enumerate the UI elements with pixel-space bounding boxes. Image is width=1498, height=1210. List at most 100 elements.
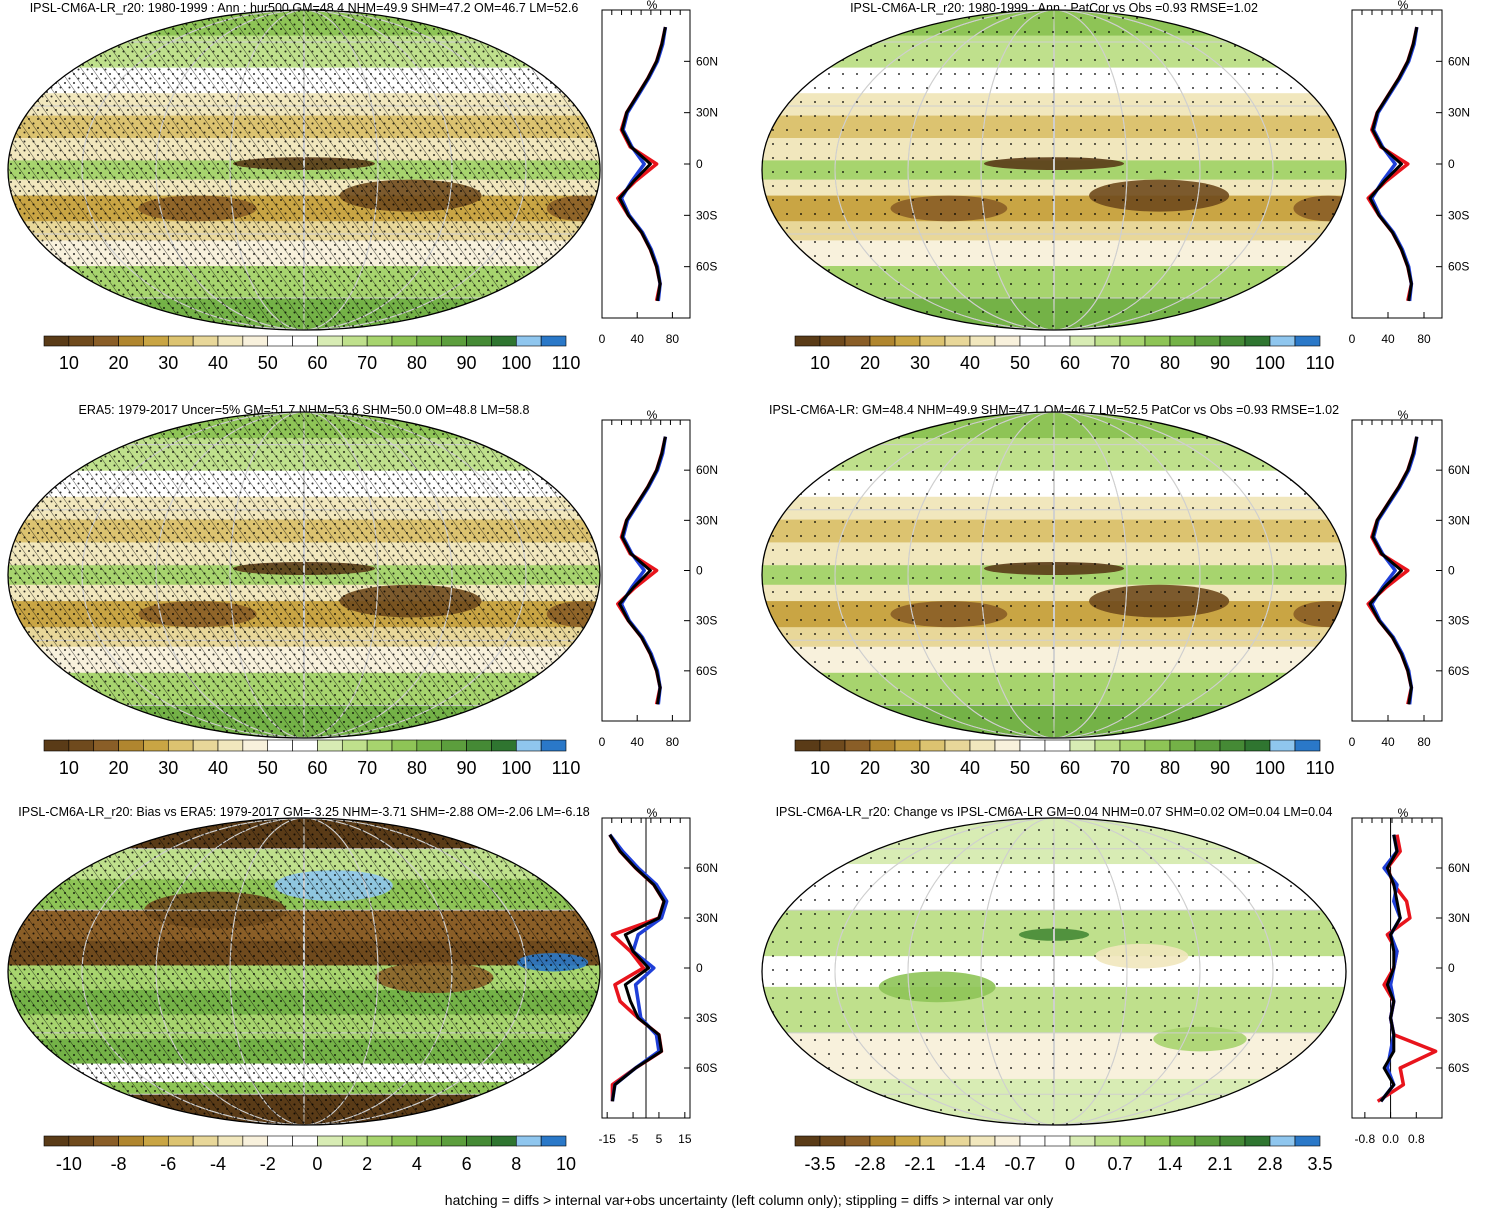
map-outline [7, 9, 601, 331]
colorbar-box [894, 335, 921, 347]
colorbar-box [143, 739, 169, 752]
colorbar-box [391, 1135, 418, 1147]
colorbar-box [1069, 1135, 1096, 1147]
profile-lat-label: 60S [696, 260, 717, 274]
profile-line-model [1366, 26, 1419, 302]
colorbar-label: 30 [910, 758, 930, 778]
profile-line-mean [1379, 834, 1402, 1103]
colorbar: 10 20 30 40 50 60 70 80 90 100 110 [43, 335, 580, 373]
stippling [8, 10, 600, 330]
profile-line-obs [1370, 436, 1419, 705]
colorbar-box [994, 1135, 1021, 1147]
colorbar-label: 60 [1060, 353, 1080, 373]
map [8, 412, 600, 738]
profile-lat-label: 30S [696, 1011, 717, 1025]
profile-x-tick-label: 80 [1417, 332, 1431, 346]
colorbar-label: 40 [208, 758, 228, 778]
profile-x-tick-label: 80 [666, 735, 680, 749]
profile-lat-label: 60S [1448, 664, 1469, 678]
colorbar-box [242, 335, 269, 347]
profile-lat-label: 60N [1448, 463, 1470, 477]
colorbar-box [844, 739, 871, 752]
profile-unit: % [1398, 0, 1409, 12]
colorbar-box [466, 739, 492, 752]
zonal-mean-profile: % -0.8 0.0 0.8 60N 30N 0 30S 60S [1351, 806, 1470, 1146]
colorbar-box [1244, 335, 1271, 347]
colorbar-box [391, 739, 418, 752]
profile-unit: % [1398, 806, 1409, 820]
colorbar-box [292, 739, 318, 752]
colorbar-label: 100 [501, 758, 531, 778]
panel-bias: IPSL-CM6A-LR_r20: Bias vs ERA5: 1979-201… [7, 805, 718, 1174]
colorbar-label: -1.4 [954, 1154, 985, 1174]
colorbar-box [944, 335, 971, 347]
colorbar-box [1044, 739, 1071, 752]
colorbar-label: 80 [407, 353, 427, 373]
map-outline [7, 817, 601, 1126]
profile-line-obs [1370, 26, 1419, 302]
colorbar-box [217, 335, 244, 347]
colorbar-box [1144, 739, 1171, 752]
stippling [762, 412, 1346, 738]
colorbar-label: -2 [260, 1154, 276, 1174]
colorbar-box [466, 335, 492, 347]
profile-frame [601, 419, 691, 722]
profile-x-tick-label: 0.8 [1408, 1132, 1425, 1146]
colorbar-box [192, 739, 219, 752]
panel-era5: ERA5: 1979-2017 Uncer=5% GM=51.7 NHM=53.… [7, 403, 718, 778]
colorbar-label: 110 [552, 758, 581, 778]
profile-lat-label: 60S [696, 664, 717, 678]
profile-x-tick-label: 0 [599, 332, 606, 346]
colorbar-box [93, 335, 119, 347]
profile-lat-label: 60S [1448, 1061, 1469, 1075]
profile-x-tick-label: 40 [631, 735, 645, 749]
profile-lat-label: 0 [696, 564, 703, 578]
colorbar-box [1219, 335, 1246, 347]
profile-line-mean [618, 26, 667, 302]
panel-title: ERA5: 1979-2017 Uncer=5% GM=51.7 NHM=53.… [79, 403, 530, 417]
colorbar-box [466, 1135, 492, 1147]
colorbar-box [1094, 335, 1121, 347]
colorbar-box [192, 1135, 219, 1147]
profile-x-tick-label: 40 [1381, 735, 1395, 749]
colorbar-box [1269, 1135, 1296, 1147]
colorbar-box [1269, 335, 1296, 347]
profile-lat-label: 30N [1448, 106, 1470, 120]
colorbar-box [1194, 335, 1221, 347]
colorbar-box [819, 1135, 846, 1147]
colorbar-box [1094, 1135, 1121, 1147]
profile-lat-label: 30S [1448, 1011, 1469, 1025]
colorbar-box [341, 739, 368, 752]
colorbar-box [1044, 1135, 1071, 1147]
profile-lat-label: 60S [696, 1061, 717, 1075]
profile-lat-label: 30S [1448, 208, 1469, 222]
colorbar-box [894, 1135, 921, 1147]
colorbar-label: 100 [1255, 758, 1285, 778]
panel-ensemble: IPSL-CM6A-LR: GM=48.4 NHM=49.9 SHM=47.1 … [761, 403, 1470, 778]
colorbar-label: 50 [258, 353, 278, 373]
colorbar-box [416, 739, 443, 752]
colorbar-label: 60 [1060, 758, 1080, 778]
profile-frame [1351, 817, 1443, 1119]
colorbar-box [1219, 1135, 1246, 1147]
colorbar-label: 2 [362, 1154, 372, 1174]
colorbar-box [1294, 335, 1321, 347]
colorbar-label: 0.7 [1107, 1154, 1132, 1174]
colorbar-box [1219, 739, 1246, 752]
colorbar-label: 110 [1306, 758, 1335, 778]
colorbar-label: 60 [307, 758, 327, 778]
colorbar-label: -8 [111, 1154, 127, 1174]
colorbar-box [944, 739, 971, 752]
colorbar-box [317, 1135, 343, 1147]
colorbar-box [1294, 1135, 1321, 1147]
panel-title: IPSL-CM6A-LR: GM=48.4 NHM=49.9 SHM=47.1 … [769, 403, 1339, 417]
colorbar-box [919, 739, 946, 752]
colorbar-label: 10 [810, 758, 830, 778]
colorbar-label: 8 [511, 1154, 521, 1174]
colorbar-box [969, 739, 996, 752]
colorbar-box [192, 335, 219, 347]
colorbar-label: 80 [407, 758, 427, 778]
colorbar-box [1094, 739, 1121, 752]
map [762, 412, 1346, 738]
map-outline [761, 817, 1347, 1126]
